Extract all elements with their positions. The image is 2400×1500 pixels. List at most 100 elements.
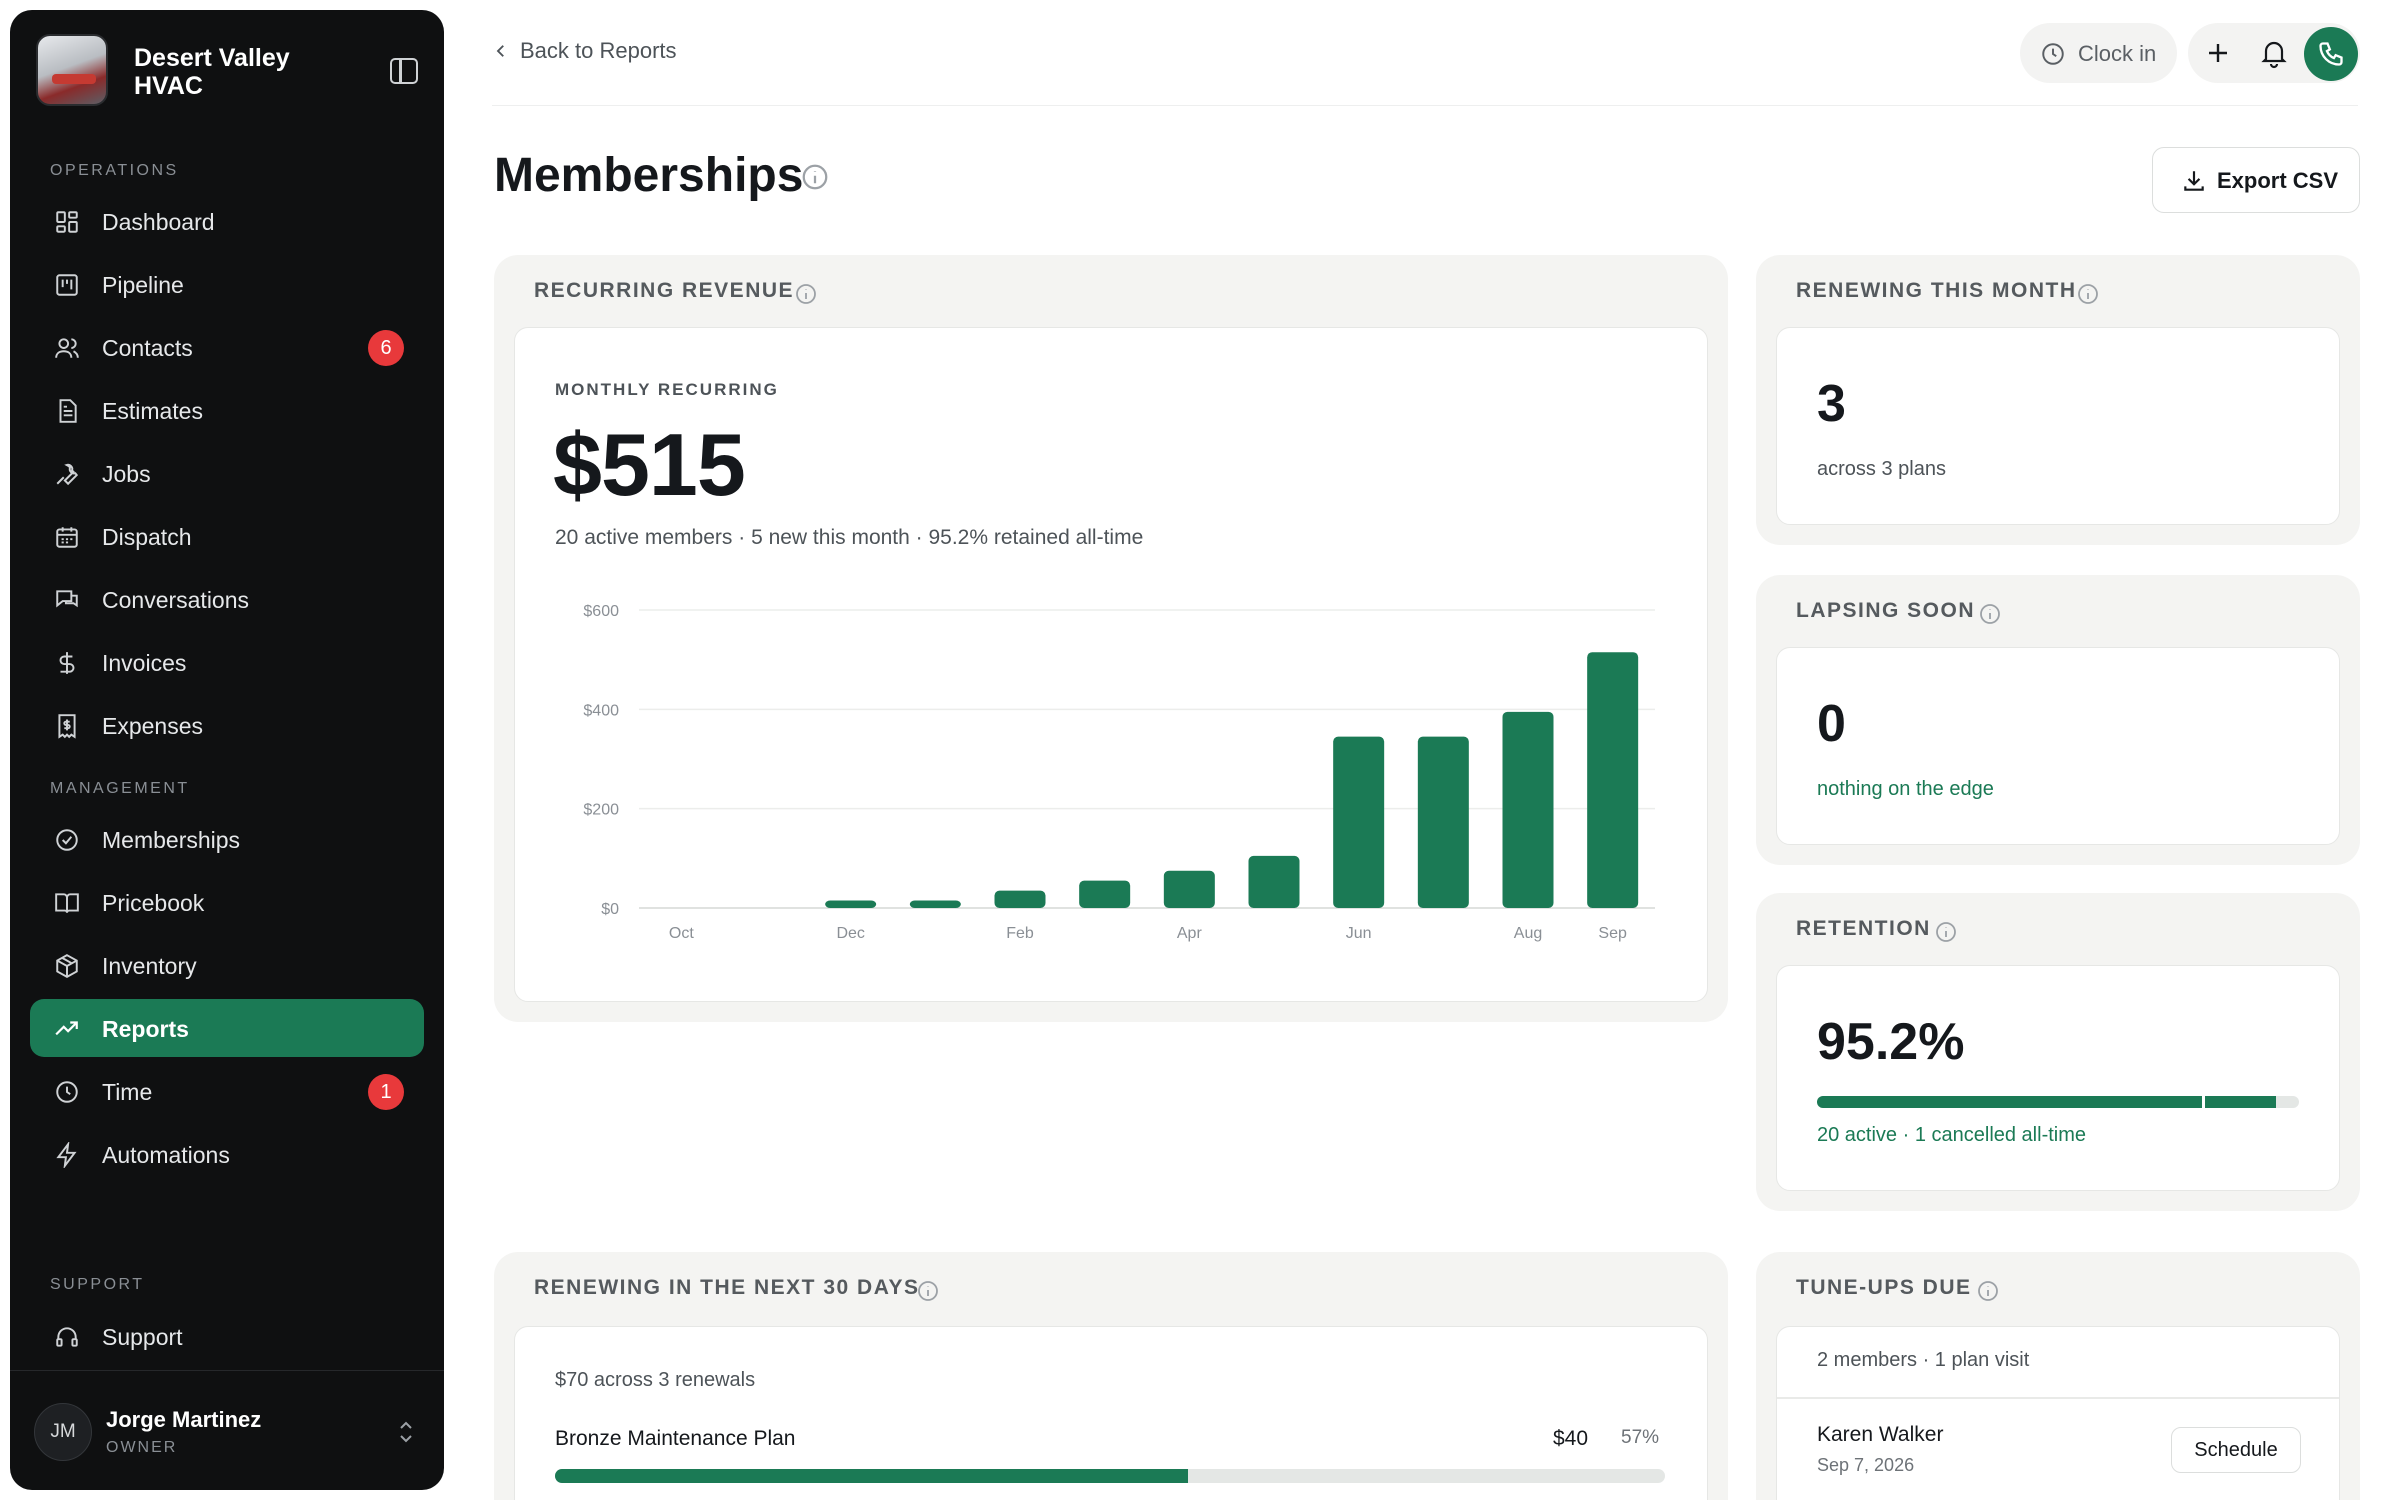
back-to-reports-link[interactable]: Back to Reports bbox=[492, 38, 677, 64]
x-tick-label: Jun bbox=[1346, 925, 1372, 942]
book-icon bbox=[55, 893, 79, 913]
section-label-operations: OPERATIONS bbox=[50, 162, 179, 179]
lapsing-soon-card: LAPSING SOON 0 nothing on the edge bbox=[1756, 575, 2360, 865]
badge-check-icon bbox=[56, 829, 78, 851]
schedule-button[interactable]: Schedule bbox=[2171, 1427, 2301, 1473]
divider bbox=[1777, 1397, 2339, 1399]
sidebar-item-dashboard[interactable]: Dashboard bbox=[30, 192, 424, 250]
renewing-this-month-card: RENEWING THIS MONTH 3 across 3 plans bbox=[1756, 255, 2360, 545]
lapsing-count: 0 bbox=[1817, 695, 1846, 753]
topbar-divider bbox=[492, 105, 2358, 106]
renewing-30-sub: $70 across 3 renewals bbox=[555, 1369, 756, 1391]
info-icon[interactable] bbox=[1976, 1279, 2000, 1303]
sidebar-item-invoices[interactable]: Invoices bbox=[30, 633, 424, 691]
tune-up-date: Sep 7, 2026 bbox=[1817, 1455, 1915, 1475]
sidebar-item-pricebook[interactable]: Pricebook bbox=[30, 873, 424, 931]
retention-progress-bar bbox=[1817, 1096, 2299, 1108]
sidebar-item-label: Estimates bbox=[102, 398, 203, 424]
renewal-plan-name: Bronze Maintenance Plan bbox=[555, 1427, 796, 1450]
download-icon bbox=[2184, 171, 2204, 191]
clock-icon bbox=[2042, 43, 2064, 65]
bolt-icon bbox=[56, 1142, 77, 1168]
sidebar-item-pipeline[interactable]: Pipeline bbox=[30, 255, 424, 313]
sidebar-item-dispatch[interactable]: Dispatch bbox=[30, 507, 424, 565]
y-tick-label: $400 bbox=[583, 702, 619, 719]
page-title: Memberships bbox=[494, 149, 804, 202]
bar-jan[interactable] bbox=[909, 900, 961, 908]
bar-dec[interactable] bbox=[825, 900, 877, 908]
sidebar-item-time[interactable]: Time 1 bbox=[30, 1062, 424, 1120]
sidebar-toggle-icon[interactable] bbox=[390, 58, 418, 84]
sidebar-item-label: Conversations bbox=[102, 587, 250, 613]
clock-in-button[interactable]: Clock in bbox=[2020, 23, 2177, 83]
revenue-bar-chart: $0 $200 $400 $600 Oct Dec Feb Apr Jun Aug Sep bbox=[583, 603, 1655, 942]
sidebar-item-label: Pipeline bbox=[102, 272, 184, 298]
sidebar-item-memberships[interactable]: Memberships bbox=[30, 810, 424, 868]
sidebar-item-support[interactable]: Support bbox=[30, 1307, 424, 1365]
brand[interactable]: Desert Valley HVAC bbox=[36, 34, 418, 106]
y-tick-label: $0 bbox=[601, 901, 619, 918]
info-icon[interactable] bbox=[794, 282, 818, 306]
wrench-icon bbox=[56, 463, 79, 486]
recurring-subtitle: 20 active members · 5 new this month · 9… bbox=[555, 526, 1144, 549]
dollar-icon bbox=[59, 652, 75, 674]
estimates-icon bbox=[59, 399, 77, 423]
sidebar-item-conversations[interactable]: Conversations bbox=[30, 570, 424, 628]
renewal-plan-percent: 57% bbox=[1621, 1427, 1660, 1448]
bar-may[interactable] bbox=[1248, 855, 1300, 908]
receipt-icon bbox=[58, 714, 76, 739]
chevron-up-down-icon[interactable] bbox=[396, 1417, 416, 1447]
export-csv-button[interactable]: Export CSV bbox=[2152, 147, 2360, 213]
trend-icon bbox=[55, 1021, 78, 1036]
phone-button[interactable] bbox=[2304, 27, 2358, 81]
bar-mar[interactable] bbox=[1079, 880, 1131, 908]
calendar-icon bbox=[56, 527, 78, 548]
sidebar-item-label: Expenses bbox=[102, 713, 204, 739]
tune-ups-due-panel: 2 members · 1 plan visit Karen Walker Se… bbox=[1776, 1326, 2340, 1500]
bell-icon[interactable] bbox=[2256, 35, 2292, 71]
x-tick-label: Aug bbox=[1514, 925, 1542, 942]
retention-segment-divider bbox=[2202, 1096, 2205, 1108]
avatar: JM bbox=[34, 1403, 92, 1461]
sidebar-item-label: Dashboard bbox=[102, 209, 215, 235]
package-icon bbox=[56, 954, 78, 978]
sidebar-item-reports[interactable]: Reports bbox=[30, 999, 424, 1057]
user-role: OWNER bbox=[106, 1439, 178, 1456]
info-icon[interactable] bbox=[1978, 602, 2002, 626]
bar-jun[interactable] bbox=[1333, 736, 1385, 908]
brand-logo bbox=[36, 34, 108, 106]
y-tick-label: $600 bbox=[583, 603, 619, 620]
retention-progress-fill bbox=[1817, 1096, 2276, 1108]
card-title: RENEWING THIS MONTH bbox=[1796, 279, 2077, 302]
plus-icon[interactable] bbox=[2200, 35, 2236, 71]
sidebar-item-inventory[interactable]: Inventory bbox=[30, 936, 424, 994]
sidebar-item-contacts[interactable]: Contacts 6 bbox=[30, 318, 424, 376]
monthly-recurring-label: MONTHLY RECURRING bbox=[555, 380, 779, 399]
info-icon[interactable] bbox=[916, 1279, 940, 1303]
renewal-progress-bar bbox=[555, 1469, 1665, 1483]
bar-jul[interactable] bbox=[1417, 736, 1469, 908]
info-icon[interactable] bbox=[1934, 920, 1958, 944]
sidebar-item-jobs[interactable]: Jobs bbox=[30, 444, 424, 502]
renewing-30-days-card: RENEWING IN THE NEXT 30 DAYS $70 across … bbox=[494, 1252, 1728, 1500]
tune-ups-sub: 2 members · 1 plan visit bbox=[1817, 1349, 2030, 1371]
info-icon[interactable] bbox=[2076, 282, 2100, 306]
phone-icon bbox=[2319, 42, 2343, 66]
bar-apr[interactable] bbox=[1163, 870, 1215, 908]
contacts-icon bbox=[55, 338, 79, 358]
sidebar-item-expenses[interactable]: Expenses bbox=[30, 696, 424, 754]
user-name: Jorge Martinez bbox=[106, 1407, 262, 1432]
tune-up-member-name: Karen Walker bbox=[1817, 1423, 1944, 1446]
retention-card: RETENTION 95.2% 20 active · 1 cancelled … bbox=[1756, 893, 2360, 1211]
sidebar-item-automations[interactable]: Automations bbox=[30, 1125, 424, 1183]
retention-value: 95.2% bbox=[1817, 1013, 1965, 1071]
bar-feb[interactable] bbox=[994, 890, 1046, 908]
sidebar-item-label: Dispatch bbox=[102, 524, 192, 550]
user-menu[interactable]: JM Jorge Martinez OWNER bbox=[10, 1370, 444, 1490]
sidebar-item-estimates[interactable]: Estimates bbox=[30, 381, 424, 439]
bar-aug[interactable] bbox=[1502, 711, 1554, 908]
sidebar-item-label: Pricebook bbox=[102, 890, 205, 916]
bar-sep[interactable] bbox=[1587, 652, 1639, 908]
info-icon[interactable] bbox=[800, 162, 830, 192]
renewal-plan-amount: $40 bbox=[1553, 1427, 1589, 1450]
